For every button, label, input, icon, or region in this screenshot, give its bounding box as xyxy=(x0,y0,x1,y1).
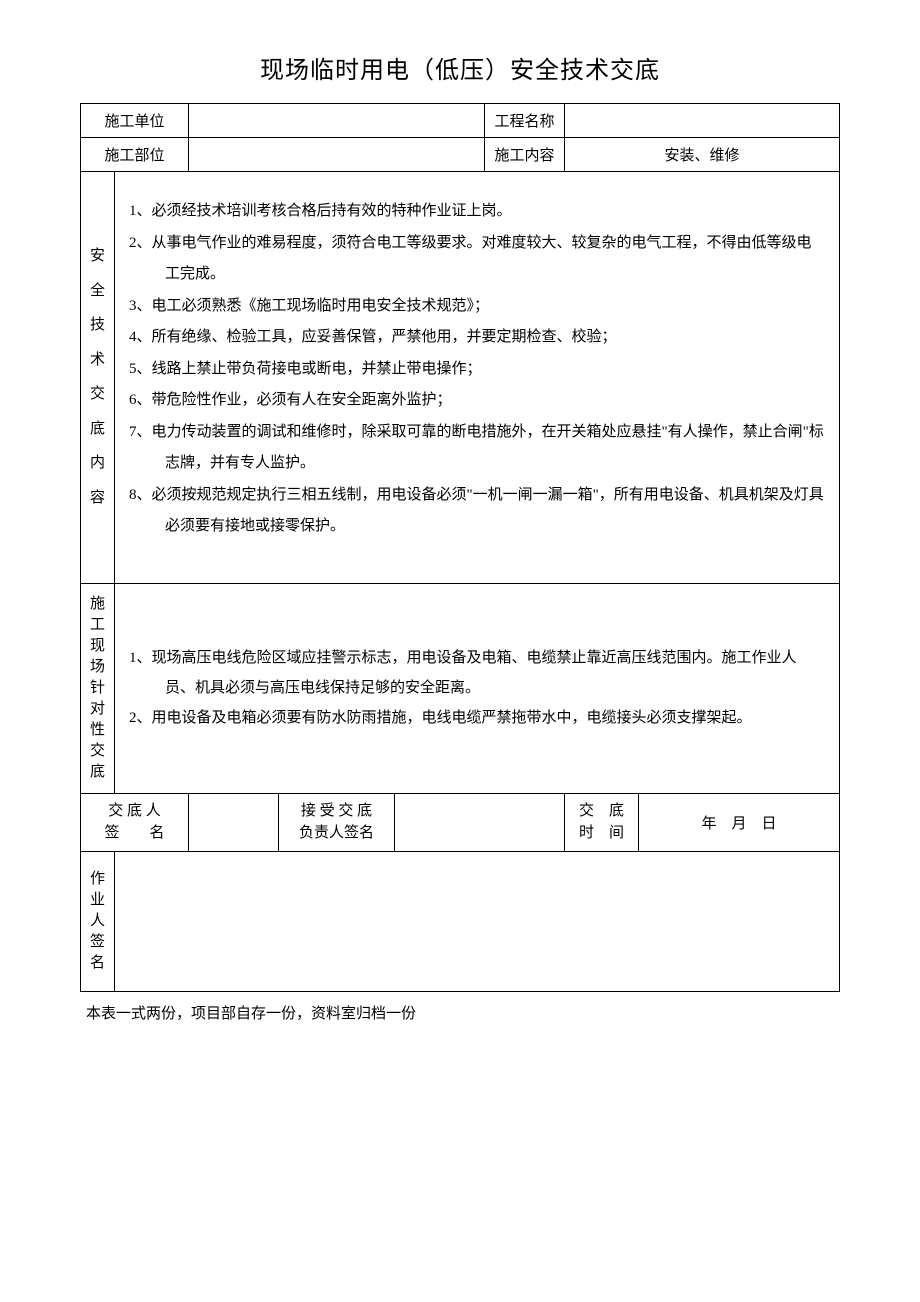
value-disclosure-time: 年 月 日 xyxy=(639,793,840,851)
site-specific-content: 1、现场高压电线危险区域应挂警示标志，用电设备及电箱、电缆禁止靠近高压线范围内。… xyxy=(115,583,840,793)
document-title: 现场临时用电（低压）安全技术交底 xyxy=(80,50,840,85)
time-line1: 交 底 xyxy=(579,803,624,819)
value-worker-signature xyxy=(115,851,840,991)
label-worker-signature: 作业人签名 xyxy=(81,851,115,991)
worker-signature-row: 作业人签名 xyxy=(81,851,840,991)
safety-item-6: 6、带危险性作业，必须有人在安全距离外监护； xyxy=(129,385,825,417)
value-construction-part xyxy=(189,138,485,172)
label-construction-unit: 施工单位 xyxy=(81,104,189,138)
disclosure-person-line1: 交 底 人 xyxy=(108,803,161,819)
site-item-1: 1、现场高压电线危险区域应挂警示标志，用电设备及电箱、电缆禁止靠近高压线范围内。… xyxy=(129,643,825,703)
label-project-name: 工程名称 xyxy=(485,104,565,138)
footnote: 本表一式两份，项目部自存一份，资料室归档一份 xyxy=(80,1002,840,1023)
receiver-line2: 负责人签名 xyxy=(299,825,374,841)
safety-item-1: 1、必须经技术培训考核合格后持有效的特种作业证上岗。 xyxy=(129,196,825,228)
value-receiver xyxy=(395,793,565,851)
label-site-specific: 施工现场针对性交底 xyxy=(81,583,115,793)
safety-item-5: 5、线路上禁止带负荷接电或断电，并禁止带电操作； xyxy=(129,354,825,386)
main-table: 施工单位 工程名称 施工部位 施工内容 安装、维修 安全技术交底内容 1、必须经… xyxy=(80,103,840,992)
time-line2: 时 间 xyxy=(579,825,624,841)
safety-item-4: 4、所有绝缘、检验工具，应妥善保管，严禁他用，并要定期检查、校验； xyxy=(129,322,825,354)
header-row-1: 施工单位 工程名称 xyxy=(81,104,840,138)
safety-tech-content: 1、必须经技术培训考核合格后持有效的特种作业证上岗。 2、从事电气作业的难易程度… xyxy=(115,172,840,584)
safety-item-2: 2、从事电气作业的难易程度，须符合电工等级要求。对难度较大、较复杂的电气工程，不… xyxy=(129,228,825,291)
value-construction-content: 安装、维修 xyxy=(565,138,840,172)
label-safety-tech-content: 安全技术交底内容 xyxy=(81,172,115,584)
value-construction-unit xyxy=(189,104,485,138)
label-construction-part: 施工部位 xyxy=(81,138,189,172)
safety-item-7: 7、电力传动装置的调试和维修时，除采取可靠的断电措施外，在开关箱处应悬挂"有人操… xyxy=(129,417,825,480)
section-safety-tech: 安全技术交底内容 1、必须经技术培训考核合格后持有效的特种作业证上岗。 2、从事… xyxy=(81,172,840,584)
signature-row: 交 底 人 签 名 接 受 交 底 负责人签名 交 底 时 间 年 月 日 xyxy=(81,793,840,851)
safety-item-8: 8、必须按规范规定执行三相五线制，用电设备必须"一机一闸一漏一箱"，所有用电设备… xyxy=(129,480,825,543)
receiver-line1: 接 受 交 底 xyxy=(301,803,372,819)
label-receiver: 接 受 交 底 负责人签名 xyxy=(279,793,395,851)
value-project-name xyxy=(565,104,840,138)
disclosure-person-line2: 签 名 xyxy=(104,825,164,841)
label-disclosure-person: 交 底 人 签 名 xyxy=(81,793,189,851)
label-disclosure-time: 交 底 时 间 xyxy=(565,793,639,851)
site-item-2: 2、用电设备及电箱必须要有防水防雨措施，电线电缆严禁拖带水中，电缆接头必须支撑架… xyxy=(129,703,825,733)
value-disclosure-person xyxy=(189,793,279,851)
safety-item-3: 3、电工必须熟悉《施工现场临时用电安全技术规范》； xyxy=(129,291,825,323)
header-row-2: 施工部位 施工内容 安装、维修 xyxy=(81,138,840,172)
section-site-specific: 施工现场针对性交底 1、现场高压电线危险区域应挂警示标志，用电设备及电箱、电缆禁… xyxy=(81,583,840,793)
label-construction-content: 施工内容 xyxy=(485,138,565,172)
